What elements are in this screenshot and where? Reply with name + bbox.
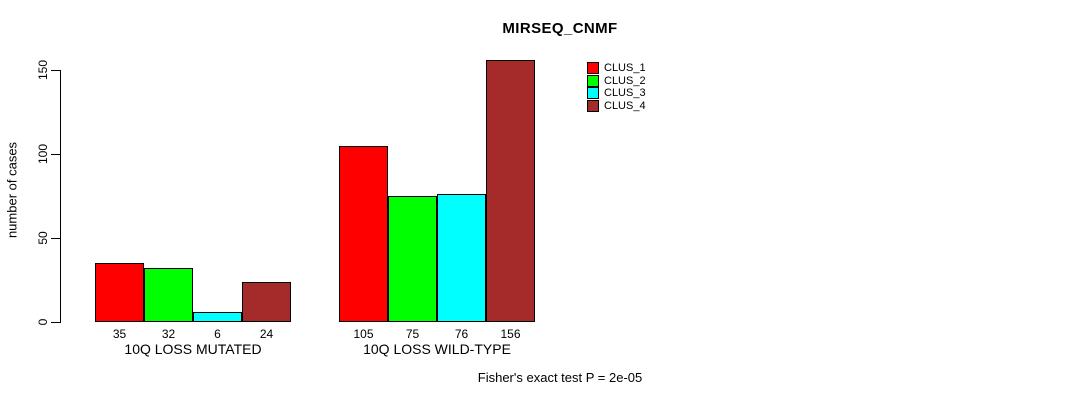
legend-label: CLUS_2	[604, 74, 646, 87]
y-tick-mark	[51, 237, 61, 239]
legend-swatch-clus_3	[587, 87, 599, 100]
y-tick-mark	[51, 321, 61, 323]
legend-label: CLUS_4	[604, 99, 646, 112]
bar-clus_3	[193, 311, 242, 322]
bar-clus_2	[144, 268, 193, 322]
y-tick-mark	[51, 69, 61, 71]
group-label: 10Q LOSS WILD-TYPE	[363, 341, 511, 357]
y-axis-label: number of cases	[4, 141, 20, 239]
legend-label: CLUS_1	[604, 62, 646, 74]
legend: CLUS_1 CLUS_2 CLUS_3 CLUS_4	[587, 62, 646, 112]
bar-clus_4	[486, 59, 535, 322]
legend-label: CLUS_3	[604, 87, 646, 99]
legend-swatch-clus_4	[587, 99, 599, 112]
legend-item-clus_1: CLUS_1	[587, 62, 646, 75]
bar-clus_4	[242, 281, 291, 322]
y-axis-line	[60, 70, 61, 323]
annotation-text: Fisher's exact test P = 2e-05	[477, 370, 643, 385]
bar-clus_3	[437, 194, 486, 322]
y-tick-mark	[51, 153, 61, 155]
bar-value-label: 32	[161, 327, 176, 341]
bar-value-label: 105	[353, 327, 374, 341]
legend-item-clus_2: CLUS_2	[587, 75, 646, 88]
y-tick-label: 0	[36, 318, 50, 326]
legend-swatch-clus_2	[587, 74, 599, 87]
bar-clus_1	[339, 145, 388, 322]
legend-item-clus_4: CLUS_4	[587, 100, 646, 113]
y-tick-label: 50	[36, 231, 50, 245]
bar-value-label: 35	[112, 327, 127, 341]
bar-clus_1	[95, 263, 144, 322]
group-label: 10Q LOSS MUTATED	[124, 341, 262, 357]
y-tick-label: 100	[36, 143, 50, 165]
chart-title: MIRSEQ_CNMF	[502, 20, 618, 37]
bar-value-label: 6	[214, 327, 221, 341]
bar-value-label: 76	[454, 327, 469, 341]
bar-clus_2	[388, 196, 437, 322]
bar-value-label: 24	[259, 327, 274, 341]
y-tick-label: 150	[36, 59, 50, 81]
legend-item-clus_3: CLUS_3	[587, 87, 646, 100]
legend-swatch-clus_1	[587, 62, 599, 75]
bar-value-label: 75	[405, 327, 420, 341]
bar-value-label: 156	[500, 327, 521, 341]
